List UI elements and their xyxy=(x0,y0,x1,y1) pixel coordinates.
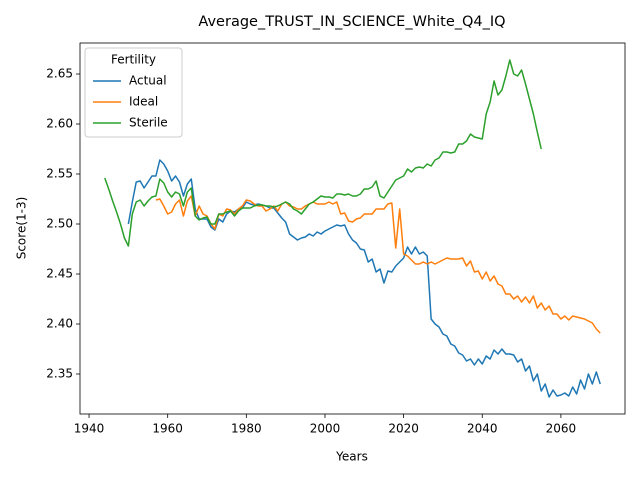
legend-label: Actual xyxy=(129,74,167,88)
x-tick-label: 1940 xyxy=(74,422,105,436)
x-tick-label: 2060 xyxy=(546,422,577,436)
y-tick-label: 2.55 xyxy=(46,167,73,181)
x-tick-label: 2000 xyxy=(310,422,341,436)
legend-box xyxy=(84,47,183,138)
y-tick-label: 2.60 xyxy=(46,117,73,131)
line-series xyxy=(104,59,542,247)
line-series xyxy=(155,195,601,334)
plot-frame xyxy=(79,42,626,415)
x-tick-label: 2020 xyxy=(388,422,419,436)
legend-label: Ideal xyxy=(129,95,158,109)
x-axis-label: Years xyxy=(335,450,368,464)
legend-title: Fertility xyxy=(111,53,156,67)
chart-title: Average_TRUST_IN_SCIENCE_White_Q4_IQ xyxy=(198,14,505,30)
y-tick-label: 2.45 xyxy=(46,267,73,281)
y-tick-label: 2.40 xyxy=(46,317,73,331)
x-tick-label: 1960 xyxy=(152,422,183,436)
legend-label: Sterile xyxy=(129,116,168,130)
y-tick-label: 2.65 xyxy=(46,67,73,81)
y-tick-label: 2.50 xyxy=(46,217,73,231)
line-series xyxy=(127,159,601,398)
y-tick-label: 2.35 xyxy=(46,367,73,381)
legend: Fertility Actual Ideal Sterile xyxy=(84,47,183,138)
x-tick-label: 2040 xyxy=(467,422,498,436)
x-tick-label: 1980 xyxy=(231,422,262,436)
y-axis-label: Score(1-3) xyxy=(15,197,29,260)
